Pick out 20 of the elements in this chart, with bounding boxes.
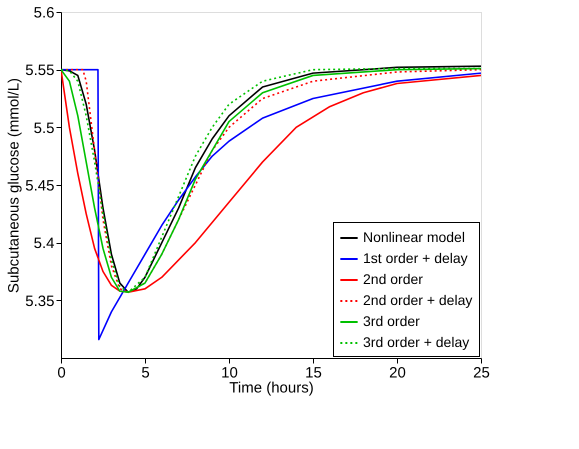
y-tick-label: 5.35: [25, 292, 54, 310]
x-tick-label: 15: [305, 364, 322, 382]
legend-label: 1st order + delay: [363, 250, 468, 266]
y-tick-label: 5.4: [34, 235, 54, 252]
legend-label: 2nd order: [363, 271, 424, 287]
legend-label: Nonlinear model: [363, 229, 465, 245]
y-axis-title: Subcutaneous glucose (mmol/L): [5, 78, 22, 294]
legend-label: 3rd order: [363, 313, 420, 329]
y-tick-label: 5.6: [34, 4, 54, 22]
x-tick-label: 10: [221, 364, 238, 382]
x-tick-label: 20: [389, 364, 406, 382]
x-axis-title: Time (hours): [229, 380, 314, 396]
x-tick-label: 5: [141, 364, 150, 382]
y-tick-label: 5.55: [25, 62, 54, 80]
x-tick-label: 0: [57, 364, 66, 382]
legend-label: 2nd order + delay: [363, 292, 472, 308]
y-tick-label: 5.45: [25, 178, 54, 194]
y-tick-label: 5.5: [34, 120, 54, 137]
legend-label: 3rd order + delay: [363, 334, 470, 350]
x-tick-label: 25: [473, 364, 490, 382]
